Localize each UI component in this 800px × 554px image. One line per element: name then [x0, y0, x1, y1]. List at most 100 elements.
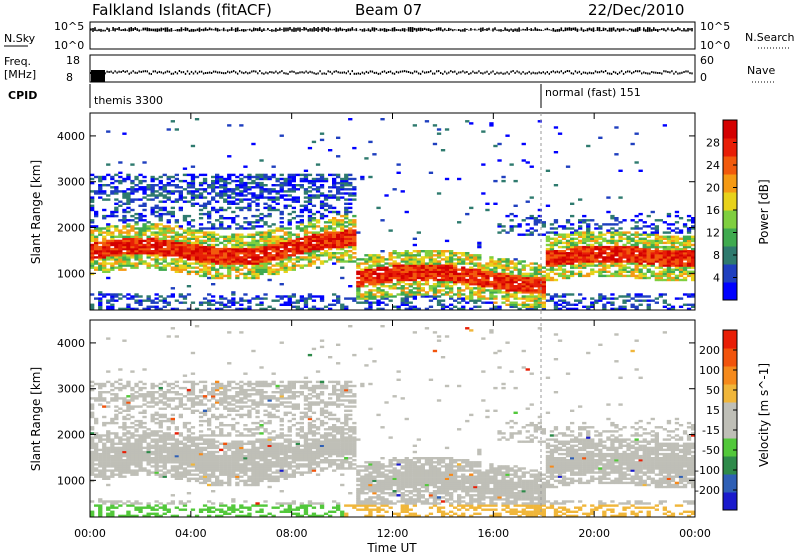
- power-cell: [275, 239, 280, 243]
- power-cell: [275, 254, 280, 257]
- power-cell: [307, 200, 313, 203]
- power-cell: [251, 175, 256, 179]
- power-cell: [315, 258, 321, 261]
- power-cell: [227, 202, 232, 205]
- power-cell: [549, 237, 555, 240]
- power-cell: [291, 177, 296, 181]
- power-cell: [150, 254, 155, 257]
- power-cell: [457, 276, 462, 280]
- power-cell: [372, 280, 377, 284]
- power-cell: [432, 293, 438, 296]
- power-cell: [626, 237, 631, 240]
- power-cell: [198, 274, 204, 278]
- power-cell: [126, 241, 131, 245]
- power-cell: [344, 214, 349, 218]
- power-cell: [622, 231, 627, 234]
- power-cell: [352, 194, 357, 197]
- power-cell: [380, 256, 385, 259]
- power-cell: [449, 303, 454, 306]
- power-cell: [674, 274, 680, 278]
- power-cell: [412, 262, 417, 265]
- power-cell: [340, 214, 345, 218]
- power-cell: [606, 196, 611, 199]
- power-cell: [614, 270, 619, 273]
- power-cell: [332, 227, 337, 230]
- power-cell: [638, 169, 643, 172]
- power-cell: [178, 266, 183, 269]
- power-cell: [416, 293, 421, 296]
- power-cell: [255, 245, 260, 249]
- power-cell: [606, 274, 611, 278]
- power-cell: [682, 258, 688, 261]
- power-cell: [287, 179, 292, 183]
- power-cell: [590, 301, 595, 304]
- power-cell: [356, 231, 361, 234]
- power-cell: [477, 254, 482, 257]
- power-cell: [138, 181, 143, 185]
- power-cell: [223, 235, 228, 238]
- power-cell: [549, 260, 555, 263]
- power-cell: [328, 239, 333, 243]
- power-cell: [501, 280, 506, 284]
- power-cell: [223, 243, 228, 247]
- velocity-cell: [102, 421, 107, 425]
- power-cell: [561, 293, 567, 296]
- power-cell: [319, 229, 325, 232]
- power-cell: [670, 252, 676, 255]
- power-cell: [102, 175, 107, 179]
- power-cell: [271, 258, 276, 261]
- velocity-cell: [106, 454, 111, 458]
- power-cell: [126, 260, 131, 263]
- power-cell: [348, 245, 353, 249]
- power-cell: [154, 297, 159, 300]
- power-cell: [202, 266, 208, 269]
- power-cell: [211, 264, 216, 267]
- power-cell: [553, 233, 559, 236]
- power-cell: [590, 235, 595, 238]
- power-cell: [594, 241, 599, 245]
- power-cell: [477, 268, 482, 271]
- power-cell: [582, 233, 587, 236]
- power-cell: [626, 258, 631, 261]
- power-cell: [98, 196, 103, 199]
- power-cell: [541, 278, 546, 282]
- power-cell: [646, 225, 651, 228]
- power-cell: [162, 256, 167, 259]
- power-cell: [529, 285, 534, 288]
- power-cell: [368, 175, 373, 179]
- power-cell: [416, 285, 421, 288]
- power-cell: [303, 227, 309, 230]
- power-cell: [263, 293, 268, 296]
- power-cell: [408, 260, 413, 263]
- power-cell: [658, 250, 663, 253]
- power-cell: [396, 264, 401, 267]
- power-cell: [691, 305, 696, 308]
- power-cell: [545, 247, 551, 251]
- power-cell: [594, 227, 599, 230]
- power-cell: [287, 250, 292, 253]
- power-cell: [271, 231, 276, 234]
- power-cell: [356, 283, 361, 286]
- power-cell: [602, 252, 607, 255]
- power-cell: [146, 247, 151, 251]
- power-cell: [247, 186, 252, 189]
- power-cell: [541, 270, 546, 273]
- power-cell: [146, 229, 151, 232]
- power-cell: [678, 241, 684, 245]
- power-cell: [94, 243, 99, 247]
- power-cell: [525, 303, 530, 306]
- power-cell: [291, 179, 296, 183]
- power-cell: [134, 264, 139, 267]
- power-cell: [348, 241, 353, 245]
- power-cell: [630, 272, 635, 276]
- power-cell: [404, 252, 409, 255]
- power-cell: [489, 295, 494, 298]
- power-cell: [533, 283, 538, 286]
- power-cell: [170, 227, 175, 230]
- power-cell: [686, 256, 692, 259]
- power-cell: [275, 237, 280, 240]
- power-cell: [590, 252, 595, 255]
- power-cell: [239, 200, 244, 203]
- power-cell: [481, 297, 486, 300]
- power-cell: [408, 268, 413, 271]
